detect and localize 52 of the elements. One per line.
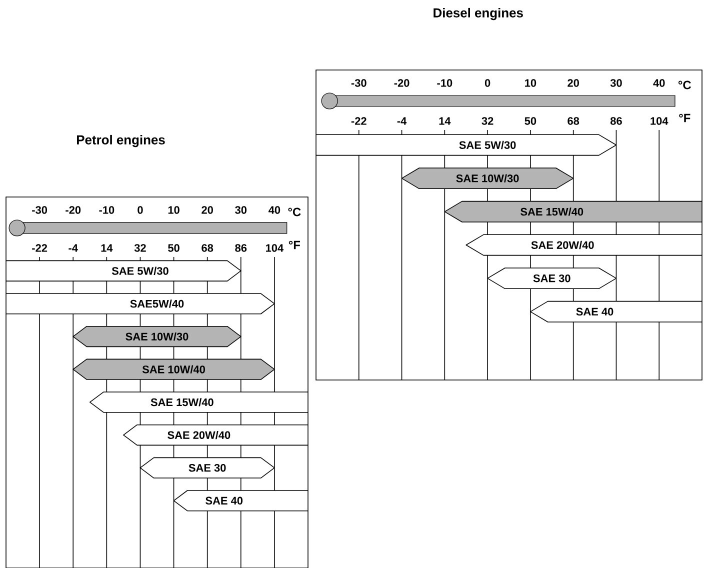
- y-tick-label: SAE 30: [533, 274, 570, 282]
- x2-tick-label: 50: [168, 244, 180, 252]
- x2-tick-label: -4: [397, 117, 407, 125]
- y-tick-label: SAE 10W/30: [456, 174, 519, 182]
- y-tick-label: SAE 15W/40: [520, 207, 584, 216]
- x-tick-label: 10: [525, 78, 536, 87]
- x2-tick-label: 50: [524, 116, 536, 125]
- x-axis-title: °C: [288, 208, 301, 216]
- chart-title: Petrol engines: [77, 134, 165, 147]
- x2-tick-label: 32: [134, 244, 146, 252]
- x2-tick-label: 68: [568, 116, 580, 125]
- x2-tick-label: 86: [610, 116, 622, 125]
- y-tick-label: SAE 30: [188, 464, 226, 472]
- x2-tick-label: 68: [202, 244, 214, 252]
- x2-tick-label: -22: [32, 244, 48, 252]
- x-tick-label: -30: [351, 78, 366, 87]
- x2-tick-label: -4: [68, 244, 78, 252]
- y-tick-label: SAE 40: [576, 308, 614, 316]
- x2-tick-label: 104: [266, 244, 284, 252]
- y-tick-label: SAE 20W/40: [531, 240, 594, 249]
- y-tick-label: SAE 20W/40: [168, 430, 230, 439]
- x2-axis-title: °F: [679, 114, 690, 122]
- y-tick-label: SAE 10W/40: [142, 365, 205, 374]
- y-tick-label: SAE5W/40: [130, 299, 184, 308]
- x2-tick-label: 104: [650, 116, 668, 125]
- x-tick-label: 20: [568, 78, 579, 87]
- x-tick-label: -30: [32, 206, 48, 214]
- x2-tick-label: -22: [351, 116, 366, 125]
- x-tick-label: 30: [610, 78, 622, 87]
- x-tick-label: 30: [235, 206, 247, 214]
- y-tick-label: SAE 40: [206, 496, 243, 504]
- y-tick-label: SAE 10W/30: [126, 332, 188, 340]
- x-tick-label: 20: [202, 206, 213, 214]
- x2-axis-title: °F: [288, 240, 300, 249]
- x-tick-label: 0: [484, 78, 490, 87]
- y-tick-label: SAE 15W/40: [150, 398, 214, 406]
- x-tick-label: -10: [99, 206, 114, 214]
- x-tick-label: 0: [138, 206, 143, 214]
- x-tick-label: 10: [168, 206, 180, 214]
- x-tick-label: -20: [394, 78, 410, 87]
- x-tick-label: 40: [653, 78, 665, 87]
- y-tick-label: SAE 5W/30: [112, 266, 168, 275]
- x-axis-title: °C: [678, 80, 692, 90]
- x2-tick-label: 32: [482, 116, 494, 125]
- x-tick-label: -20: [66, 206, 81, 214]
- chart-title: Diesel engines: [434, 8, 523, 20]
- x2-tick-label: 14: [101, 244, 113, 252]
- x-tick-label: 40: [268, 206, 280, 214]
- x-tick-label: -10: [437, 78, 452, 87]
- x2-tick-label: 14: [439, 117, 451, 125]
- x2-tick-label: 86: [235, 244, 247, 252]
- y-tick-label: SAE 5W/30: [459, 140, 516, 149]
